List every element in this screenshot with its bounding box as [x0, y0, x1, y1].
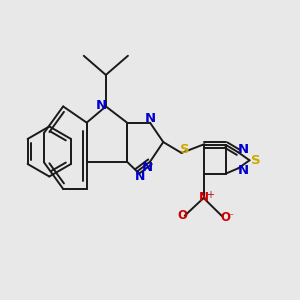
Text: N: N: [142, 160, 153, 174]
Text: N: N: [135, 170, 145, 183]
Text: O: O: [220, 211, 230, 224]
Text: N: N: [144, 112, 156, 125]
Text: N: N: [199, 191, 208, 205]
Text: O: O: [177, 209, 188, 222]
Text: S: S: [180, 143, 189, 156]
Text: N: N: [96, 99, 107, 112]
Text: ⁻: ⁻: [228, 213, 233, 223]
Text: N: N: [238, 164, 249, 177]
Text: N: N: [238, 143, 249, 157]
Text: S: S: [251, 154, 261, 167]
Text: +: +: [206, 190, 214, 200]
